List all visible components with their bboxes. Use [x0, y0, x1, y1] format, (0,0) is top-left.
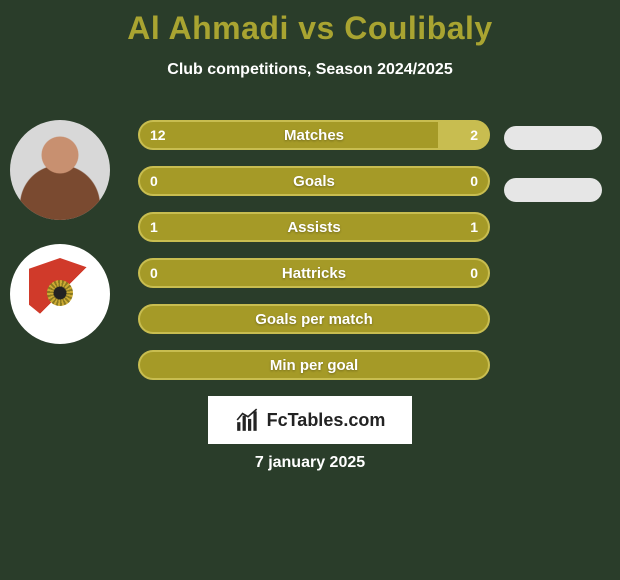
shield-icon	[29, 258, 91, 330]
stat-label: Assists	[140, 214, 488, 240]
avatar-column	[10, 120, 120, 368]
stat-bars: 122Matches 00Goals 11Assists 00Hattricks Goa…	[138, 120, 490, 396]
empty-pill	[504, 126, 602, 150]
stat-label: Goals	[140, 168, 488, 194]
player-avatar	[10, 120, 110, 220]
person-icon	[10, 120, 110, 220]
stat-label: Hattricks	[140, 260, 488, 286]
empty-pill	[504, 178, 602, 202]
stat-bar: Min per goal	[138, 350, 490, 380]
stat-bar: 11Assists	[138, 212, 490, 242]
stat-bar: 00Goals	[138, 166, 490, 196]
stat-label: Matches	[140, 122, 488, 148]
stat-bar: 122Matches	[138, 120, 490, 150]
snapshot-date: 7 january 2025	[0, 454, 620, 472]
watermark-badge: FcTables.com	[208, 396, 412, 444]
stat-label: Min per goal	[140, 352, 488, 378]
watermark-text: FcTables.com	[267, 410, 386, 431]
stat-bar: Goals per match	[138, 304, 490, 334]
club-avatar	[10, 244, 110, 344]
club-icon	[10, 244, 110, 344]
season-subtitle: Club competitions, Season 2024/2025	[0, 61, 620, 79]
chart-bars-icon	[235, 407, 261, 433]
stat-bar: 00Hattricks	[138, 258, 490, 288]
stat-label: Goals per match	[140, 306, 488, 332]
page-title: Al Ahmadi vs Coulibaly	[0, 0, 620, 47]
